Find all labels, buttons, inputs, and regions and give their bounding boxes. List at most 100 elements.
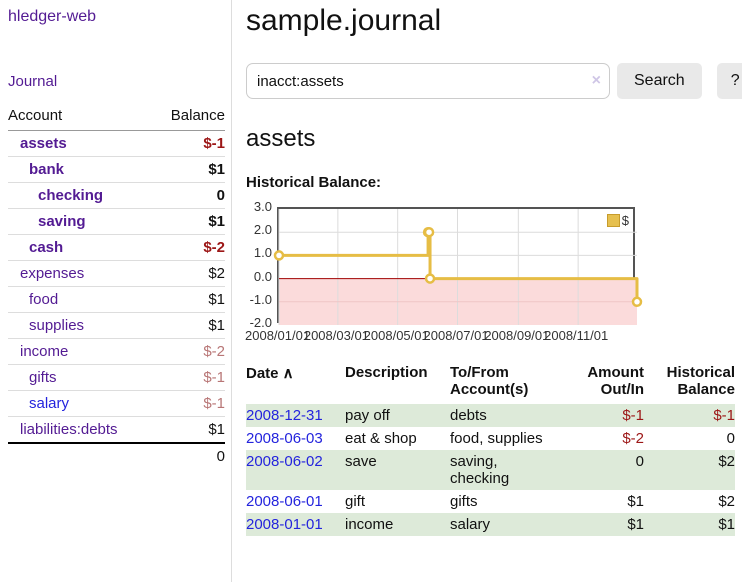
search-form: × Search ? [246, 63, 742, 99]
register-date-link[interactable]: 2008-12-31 [246, 407, 323, 424]
help-button[interactable]: ? [716, 63, 742, 99]
y-axis-tick-label: 3.0 [253, 199, 272, 214]
register-balance: 0 [726, 430, 735, 447]
accounts-header-balance: Balance [153, 107, 225, 131]
y-axis-tick-label: -1.0 [249, 291, 272, 307]
account-row: checking 0 [8, 182, 225, 209]
balance-chart: $ 3.0 2.0 1.0 0.0 -1.0 -2.0 2008/01/01 2008/03/… [245, 199, 643, 343]
register-amount: $-2 [622, 430, 644, 447]
register-description: gift [345, 493, 366, 510]
x-axis-tick-label: 2008/07/01 [423, 328, 489, 343]
app-title-link[interactable]: hledger-web [8, 8, 97, 25]
register-amount: 0 [564, 450, 644, 490]
sidebar: hledger-web Journal Account Balance asse… [0, 0, 232, 582]
data-point-marker[interactable] [424, 273, 436, 284]
account-row: food $1 [8, 286, 225, 313]
legend-swatch-icon [606, 214, 620, 227]
account-link[interactable]: food [29, 291, 59, 308]
x-axis-tick-label: 2008/03/01 [303, 328, 369, 343]
account-balance: $2 [153, 260, 225, 287]
main-content: sample.journal × Search ? assets Histori… [232, 0, 742, 582]
account-link[interactable]: supplies [29, 317, 85, 334]
account-link[interactable]: income [20, 343, 69, 360]
register-header-balance: Historical Balance [666, 364, 735, 398]
register-header-desc: Description [345, 364, 428, 381]
account-row: expenses $2 [8, 260, 225, 287]
register-row: 2008-06-02 save saving, checking 0 $2 [246, 450, 735, 490]
y-axis-tick-label: 1.0 [253, 245, 272, 261]
search-field-wrap: × [246, 63, 610, 99]
register-date-link[interactable]: 2008-06-01 [246, 493, 323, 510]
search-button[interactable]: Search [617, 63, 702, 99]
account-balance: $1 [153, 156, 225, 183]
accounts-total-value: 0 [153, 442, 225, 469]
register-balance: $2 [644, 450, 735, 490]
x-axis-tick-label: 2008/05/01 [363, 328, 429, 343]
register-accounts: salary [450, 513, 564, 536]
register-balance: $1 [644, 513, 735, 536]
data-point-marker[interactable] [273, 250, 285, 261]
register-date-link[interactable]: 2008-06-02 [246, 453, 323, 470]
clear-search-icon[interactable]: × [591, 72, 601, 89]
account-row: supplies $1 [8, 312, 225, 339]
accounts-total-row: 0 [8, 442, 225, 469]
account-row: gifts $-1 [8, 364, 225, 391]
register-accounts: saving, checking [450, 450, 564, 490]
account-balance: 0 [153, 182, 225, 209]
account-balance: $-2 [153, 338, 225, 365]
sort-asc-icon: ∧ [278, 365, 294, 382]
chart-plot-area[interactable]: $ [273, 207, 643, 325]
x-axis-tick-label: 2008/01/01 [245, 328, 311, 343]
account-row: liabilities:debts $1 [8, 416, 225, 444]
register-row: 2008-01-01 income salary $1 $1 [246, 513, 735, 536]
register-balance: $2 [718, 493, 735, 510]
register-row: 2008-06-03 eat & shop food, supplies $-2 0 [246, 427, 735, 450]
register-amount: $1 [627, 493, 644, 510]
data-point-marker[interactable] [631, 296, 643, 308]
x-axis-tick-label: 2008/09/01 [484, 328, 550, 343]
register-description: income [345, 513, 450, 536]
account-balance: $1 [153, 416, 225, 444]
chart-canvas [273, 209, 643, 325]
register-description: save [345, 450, 450, 490]
account-row: assets $-1 [8, 130, 225, 157]
account-balance: $-1 [153, 364, 225, 391]
account-link[interactable]: liabilities:debts [20, 421, 118, 438]
register-balance: $-1 [644, 404, 735, 427]
data-point-marker[interactable] [423, 226, 435, 238]
register-date-link[interactable]: 2008-06-03 [246, 430, 323, 447]
account-link[interactable]: bank [29, 161, 65, 178]
sidebar-item-journal[interactable]: Journal [8, 73, 58, 90]
account-link[interactable]: gifts [29, 369, 57, 386]
register-accounts: food, supplies [450, 430, 543, 447]
account-link[interactable]: saving [38, 213, 86, 230]
page-title: sample.journal [246, 4, 442, 37]
chart-title: Historical Balance: [246, 174, 382, 191]
account-balance: $-1 [153, 390, 225, 417]
register-description: pay off [345, 404, 450, 427]
y-axis-tick-label: -2.0 [249, 315, 272, 330]
account-link[interactable]: expenses [20, 265, 85, 282]
register-header-date[interactable]: Date ∧ [246, 365, 294, 382]
search-input[interactable] [246, 63, 610, 99]
register-date-link[interactable]: 2008-01-01 [246, 516, 323, 533]
account-balance: $1 [153, 312, 225, 339]
register-row: 2008-06-01 gift gifts $1 $2 [246, 490, 735, 513]
account-link[interactable]: assets [20, 135, 67, 152]
account-row: income $-2 [8, 338, 225, 365]
accounts-balance-table: Account Balance assets $-1 bank $1 checking 0… [8, 107, 225, 469]
legend-label: $ [621, 213, 629, 228]
account-row: salary $-1 [8, 390, 225, 417]
account-link[interactable]: salary [29, 395, 70, 412]
y-axis-tick-label: 2.0 [253, 222, 272, 238]
account-link[interactable]: cash [29, 239, 64, 256]
account-balance: $-2 [153, 234, 225, 261]
register-amount: $1 [564, 513, 644, 536]
register-table: Date ∧ Description To/From Account(s) Amoun… [246, 362, 735, 536]
accounts-header-account: Account [8, 107, 154, 131]
register-header-amount: Amount Out/In [587, 364, 644, 398]
account-link[interactable]: checking [38, 187, 104, 204]
account-balance: $-1 [153, 130, 225, 157]
register-amount: $-1 [564, 404, 644, 427]
register-accounts: debts [450, 404, 564, 427]
